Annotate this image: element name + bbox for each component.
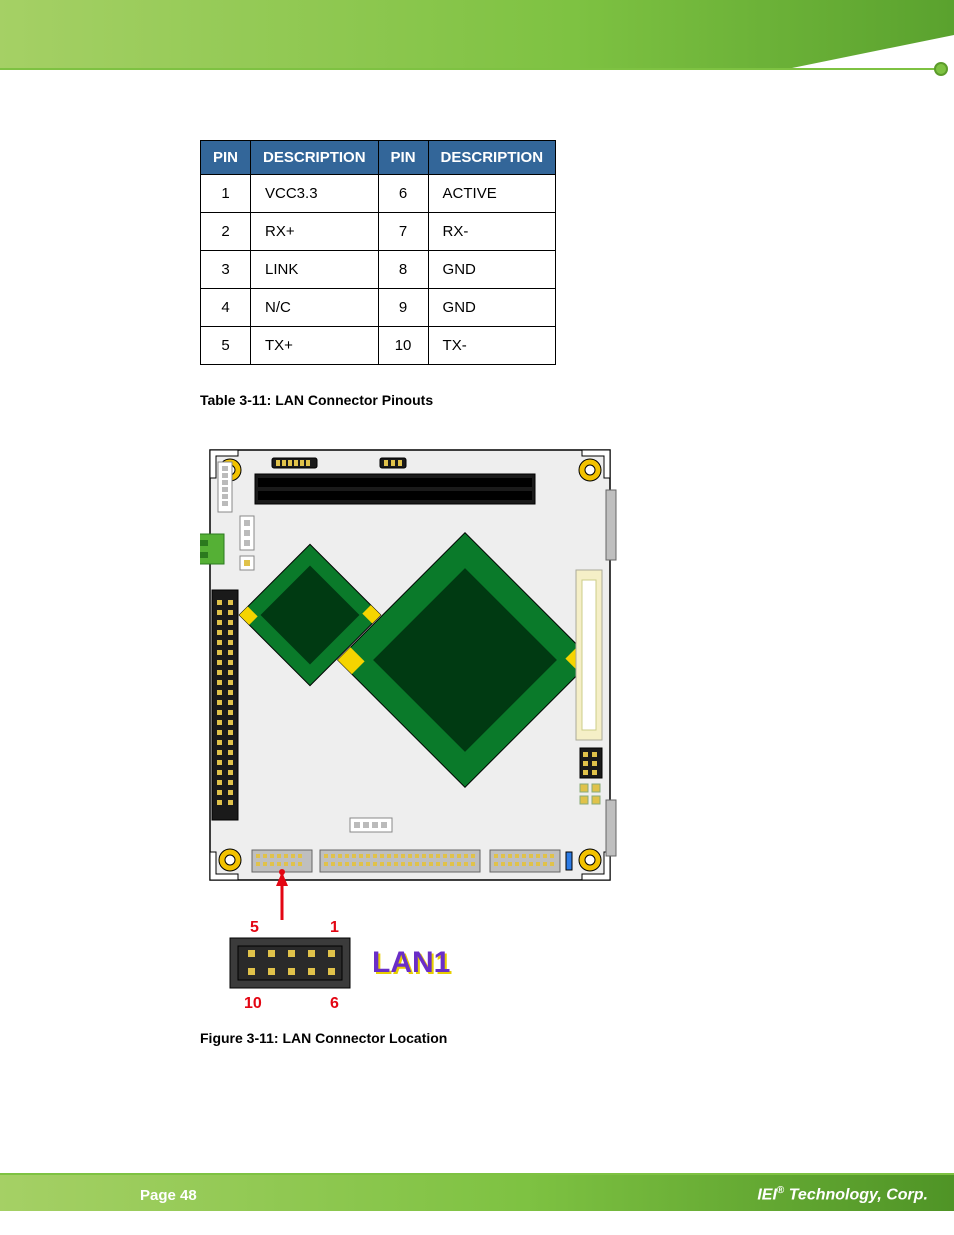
- cell: TX-: [428, 327, 556, 365]
- cell: RX+: [251, 213, 379, 251]
- cell: GND: [428, 251, 556, 289]
- cell: 10: [378, 327, 428, 365]
- cell: N/C: [251, 289, 379, 327]
- footer-company: IEI® Technology, Corp.: [757, 1185, 928, 1204]
- board-svg: 5 1 10 6 LAN1 LAN1: [200, 440, 640, 1020]
- lan-label: LAN1: [372, 946, 450, 979]
- pin-label-5: 5: [250, 919, 259, 936]
- company-suffix: Technology, Corp.: [784, 1186, 928, 1203]
- company-prefix: IEI: [757, 1186, 777, 1203]
- cell: 1: [201, 175, 251, 213]
- th-desc-b: DESCRIPTION: [428, 141, 556, 175]
- table-header-row: PIN DESCRIPTION PIN DESCRIPTION: [201, 141, 556, 175]
- table-row: 1 VCC3.3 6 ACTIVE: [201, 175, 556, 213]
- pin-label-6: 6: [330, 995, 339, 1012]
- th-pin-a: PIN: [201, 141, 251, 175]
- cell: 4: [201, 289, 251, 327]
- table-body: 1 VCC3.3 6 ACTIVE 2 RX+ 7 RX- 3 LINK 8 G…: [201, 175, 556, 365]
- cell: VCC3.3: [251, 175, 379, 213]
- pin-table: PIN DESCRIPTION PIN DESCRIPTION 1 VCC3.3…: [200, 140, 556, 365]
- cell: 7: [378, 213, 428, 251]
- lan-callout: 5 1 10 6 LAN1 LAN1: [230, 919, 452, 1012]
- cell: 5: [201, 327, 251, 365]
- cell: 2: [201, 213, 251, 251]
- board-figure: 5 1 10 6 LAN1 LAN1: [200, 440, 640, 1025]
- cell: TX+: [251, 327, 379, 365]
- table-row: 3 LINK 8 GND: [201, 251, 556, 289]
- cell: 3: [201, 251, 251, 289]
- cell: GND: [428, 289, 556, 327]
- header-underline: [0, 68, 940, 70]
- table-row: 4 N/C 9 GND: [201, 289, 556, 327]
- cell: 6: [378, 175, 428, 213]
- cell: LINK: [251, 251, 379, 289]
- cell: 8: [378, 251, 428, 289]
- table-row: 2 RX+ 7 RX-: [201, 213, 556, 251]
- th-pin-b: PIN: [378, 141, 428, 175]
- footer-page-number: Page 48: [140, 1187, 197, 1204]
- figure-caption: Figure 3-11: LAN Connector Location: [200, 1030, 447, 1046]
- cell: ACTIVE: [428, 175, 556, 213]
- pin-label-10: 10: [244, 995, 262, 1012]
- cell: 9: [378, 289, 428, 327]
- table-row: 5 TX+ 10 TX-: [201, 327, 556, 365]
- table-caption: Table 3-11: LAN Connector Pinouts: [200, 392, 433, 408]
- pin-label-1: 1: [330, 919, 339, 936]
- header-swoosh: [0, 0, 954, 70]
- th-desc-a: DESCRIPTION: [251, 141, 379, 175]
- cell: RX-: [428, 213, 556, 251]
- header-terminal-dot: [934, 62, 948, 76]
